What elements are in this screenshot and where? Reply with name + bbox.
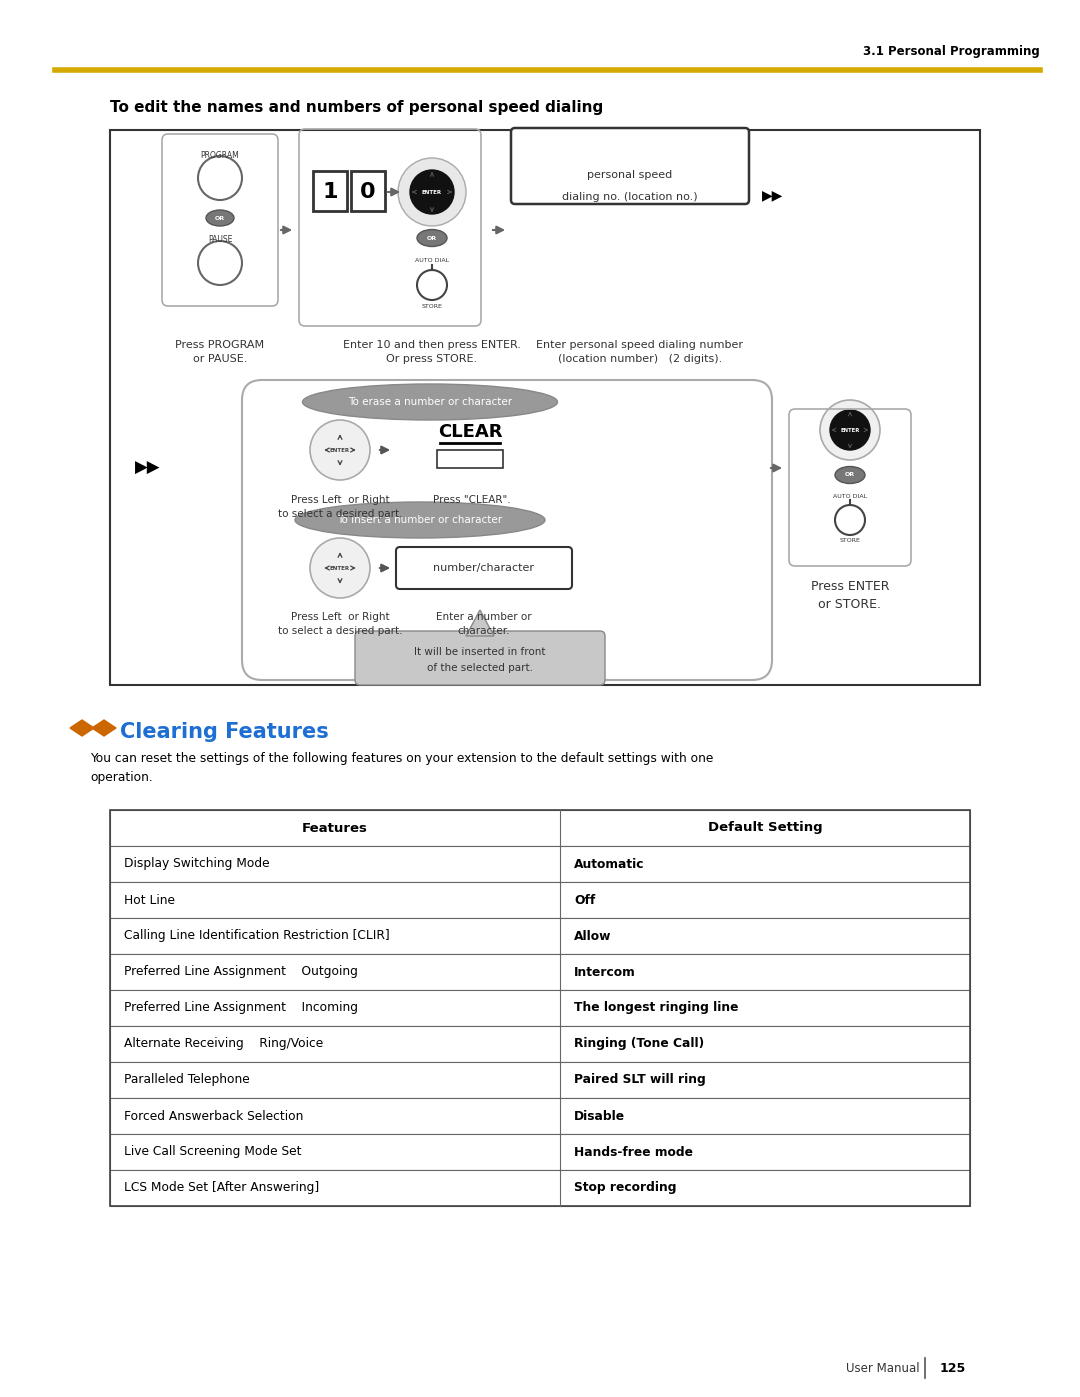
Text: Off: Off [573,894,595,907]
Ellipse shape [295,502,545,538]
Text: PAUSE: PAUSE [207,236,232,244]
Text: 3.1 Personal Programming: 3.1 Personal Programming [863,46,1040,59]
Text: Ringing (Tone Call): Ringing (Tone Call) [573,1038,704,1051]
Text: OR: OR [845,472,855,478]
Bar [110,1098,970,1134]
Text: LCS Mode Set [After Answering]: LCS Mode Set [After Answering] [124,1182,320,1194]
Text: ENTER: ENTER [329,447,350,453]
Text: OR: OR [427,236,437,240]
Text: 0: 0 [361,182,376,203]
Text: Intercom: Intercom [573,965,636,978]
Text: dialing no. (location no.): dialing no. (location no.) [563,191,698,203]
Text: 1: 1 [322,182,338,203]
Text: Alternate Receiving    Ring/Voice: Alternate Receiving Ring/Voice [124,1038,323,1051]
Text: ▶▶: ▶▶ [135,460,161,476]
Text: Press ENTER
or STORE.: Press ENTER or STORE. [811,580,889,610]
Text: Calling Line Identification Restriction [CLIR]: Calling Line Identification Restriction … [124,929,390,943]
Text: The longest ringing line: The longest ringing line [573,1002,739,1014]
Text: Clearing Features: Clearing Features [120,722,328,742]
Text: ENTER: ENTER [329,566,350,570]
Text: Preferred Line Assignment    Incoming: Preferred Line Assignment Incoming [124,1002,357,1014]
Bar [110,1025,970,1062]
Ellipse shape [835,467,865,483]
Bar [110,847,970,882]
Polygon shape [465,610,494,636]
Text: You can reset the settings of the following features on your extension to the de: You can reset the settings of the follow… [90,752,714,784]
Circle shape [410,170,454,214]
Text: Hot Line: Hot Line [124,894,175,907]
Text: of the selected part.: of the selected part. [427,664,534,673]
Text: To erase a number or character: To erase a number or character [348,397,512,407]
Ellipse shape [206,210,234,226]
Ellipse shape [302,384,557,420]
Bar [110,954,970,990]
Bar [110,1171,970,1206]
Polygon shape [92,719,116,736]
Text: Forced Answerback Selection: Forced Answerback Selection [124,1109,303,1123]
Text: Paralleled Telephone: Paralleled Telephone [124,1073,249,1087]
Text: Hands-free mode: Hands-free mode [573,1146,693,1158]
Polygon shape [70,719,94,736]
Circle shape [831,409,870,450]
Text: Press "CLEAR".: Press "CLEAR". [433,495,511,504]
Bar [110,882,970,918]
Text: It will be inserted in front: It will be inserted in front [415,647,545,657]
FancyBboxPatch shape [351,170,384,211]
Circle shape [399,158,465,226]
FancyBboxPatch shape [313,170,347,211]
Text: STORE: STORE [839,538,861,542]
Text: Press PROGRAM
or PAUSE.: Press PROGRAM or PAUSE. [175,339,265,365]
Text: ENTER: ENTER [840,427,860,433]
Text: ▶▶: ▶▶ [762,189,784,203]
Text: PROGRAM: PROGRAM [201,151,240,159]
Text: Allow: Allow [573,929,611,943]
Bar [110,918,970,954]
Ellipse shape [417,229,447,246]
Text: Automatic: Automatic [573,858,645,870]
Bar [110,810,970,847]
Text: Enter 10 and then press ENTER.
Or press STORE.: Enter 10 and then press ENTER. Or press … [343,339,521,365]
Circle shape [310,420,370,481]
Bar [437,450,503,468]
Text: Preferred Line Assignment    Outgoing: Preferred Line Assignment Outgoing [124,965,357,978]
Text: ENTER: ENTER [422,190,442,194]
Bar [110,810,970,1206]
Text: CLEAR: CLEAR [437,423,502,441]
Text: Stop recording: Stop recording [573,1182,676,1194]
Text: STORE: STORE [421,303,443,309]
Text: Default Setting: Default Setting [707,821,822,834]
Text: number/character: number/character [433,563,535,573]
Text: AUTO DIAL: AUTO DIAL [415,257,449,263]
Text: Display Switching Mode: Display Switching Mode [124,858,270,870]
Text: Enter a number or
character.: Enter a number or character. [436,612,531,636]
Circle shape [820,400,880,460]
Text: 125: 125 [940,1362,967,1375]
Text: personal speed: personal speed [588,170,673,180]
Bar [110,1062,970,1098]
Text: To insert a number or character: To insert a number or character [337,515,502,525]
FancyBboxPatch shape [511,129,750,204]
Text: OR: OR [215,215,225,221]
FancyBboxPatch shape [355,631,605,685]
Text: Live Call Screening Mode Set: Live Call Screening Mode Set [124,1146,301,1158]
Circle shape [310,538,370,598]
Text: AUTO DIAL: AUTO DIAL [833,493,867,499]
Bar [110,990,970,1025]
Text: Press Left  or Right
to select a desired part.: Press Left or Right to select a desired … [278,612,402,636]
Text: Press Left  or Right
to select a desired part.: Press Left or Right to select a desired … [278,495,402,520]
FancyBboxPatch shape [396,548,572,590]
Text: To edit the names and numbers of personal speed dialing: To edit the names and numbers of persona… [110,101,604,115]
Text: User Manual: User Manual [847,1362,920,1375]
Text: Paired SLT will ring: Paired SLT will ring [573,1073,705,1087]
Text: Enter personal speed dialing number
(location number)   (2 digits).: Enter personal speed dialing number (loc… [537,339,743,365]
Text: Disable: Disable [573,1109,625,1123]
Bar [110,130,980,685]
Bar [110,1134,970,1171]
Text: Features: Features [302,821,368,834]
